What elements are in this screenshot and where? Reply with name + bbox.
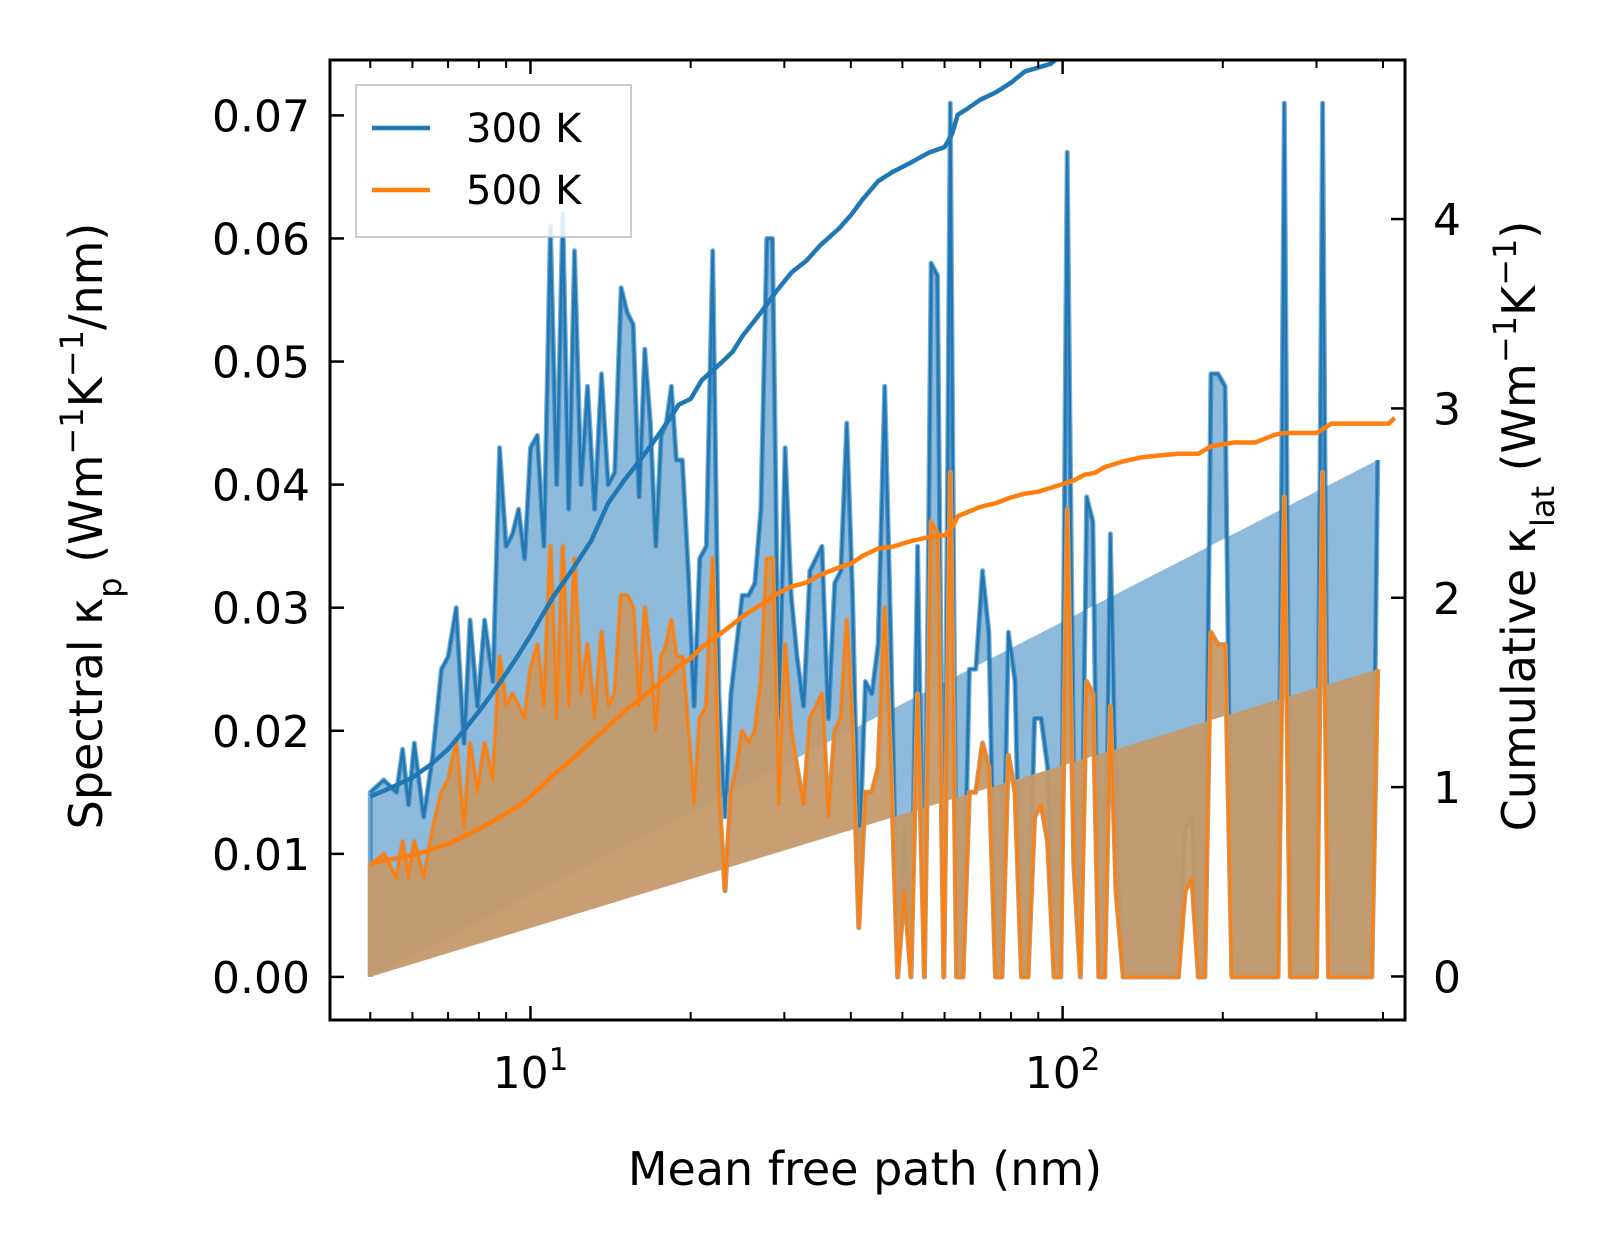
y2-tick-label: 3 xyxy=(1433,384,1461,435)
y2-axis-title-sup2: −1 xyxy=(1486,239,1524,286)
y2-tick-label: 0 xyxy=(1433,952,1461,1003)
legend-label-300k: 300 K xyxy=(466,106,583,152)
x-tick-label-exponent: 1 xyxy=(549,1042,569,1078)
x-tick-label-exponent: 2 xyxy=(1081,1042,1101,1078)
x-axis-title: Mean free path (nm) xyxy=(628,1142,1102,1196)
y2-tick-label: 1 xyxy=(1433,763,1461,814)
x-tick-label-base: 10 xyxy=(1025,1048,1081,1099)
y2-axis-title: Cumulative κlat (Wm−1K−1) xyxy=(1486,221,1562,832)
y-tick-label: 0.03 xyxy=(212,584,310,635)
legend-box xyxy=(355,84,632,238)
y2-axis-title-sub: lat xyxy=(1524,486,1562,527)
plot-frame xyxy=(328,58,1407,1022)
y2-axis-title-mid2: K xyxy=(1492,284,1546,316)
y-axis-title-mid1: (Wm xyxy=(59,455,113,578)
legend: 300 K 500 K xyxy=(355,84,632,238)
cumulative-300k-line xyxy=(369,60,1060,799)
y2-axis-title-mid1: (Wm xyxy=(1492,363,1546,486)
x-tick-label: 101 xyxy=(493,1042,569,1099)
plot-series xyxy=(367,60,1397,980)
y-axis-title: Spectral κp (Wm−1K−1/nm) xyxy=(53,223,129,830)
y2-axis-title-prefix: Cumulative κ xyxy=(1492,527,1546,831)
y2-tick-label: 2 xyxy=(1433,574,1461,625)
x-tick-label: 102 xyxy=(1025,1042,1101,1099)
cumulative-500k-line xyxy=(369,416,1397,866)
spectral-500k-line xyxy=(369,471,1379,979)
y-tick-label: 0.05 xyxy=(212,338,310,389)
x-tick-label-base: 10 xyxy=(493,1048,549,1099)
y-axis-title-suffix: /nm) xyxy=(59,223,113,330)
y-tick-label: 0.02 xyxy=(212,707,310,758)
legend-label-500k: 500 K xyxy=(466,168,583,214)
y-tick-label: 0.06 xyxy=(212,214,310,265)
y-axis-title-mid2: K xyxy=(59,375,113,407)
y-axis-title-sub: p xyxy=(91,577,129,597)
plot-area xyxy=(367,60,1397,980)
y-axis-title-prefix: Spectral κ xyxy=(59,598,113,830)
y-axis-title-sup2: −1 xyxy=(53,330,91,377)
y-tick-label: 0.07 xyxy=(212,91,310,142)
y2-axis-title-sup1: −1 xyxy=(1486,316,1524,363)
y-axis-title-sup1: −1 xyxy=(53,407,91,454)
y-tick-label: 0.04 xyxy=(212,461,310,512)
y-tick-label: 0.01 xyxy=(212,830,310,881)
axes: 0.000.010.020.030.040.050.060.0701234101… xyxy=(212,58,1461,1099)
y2-tick-label: 4 xyxy=(1433,195,1461,246)
y-tick-label: 0.00 xyxy=(212,953,310,1004)
spectral-300k-line xyxy=(369,101,1379,979)
y2-axis-title-suffix: ) xyxy=(1492,221,1546,239)
